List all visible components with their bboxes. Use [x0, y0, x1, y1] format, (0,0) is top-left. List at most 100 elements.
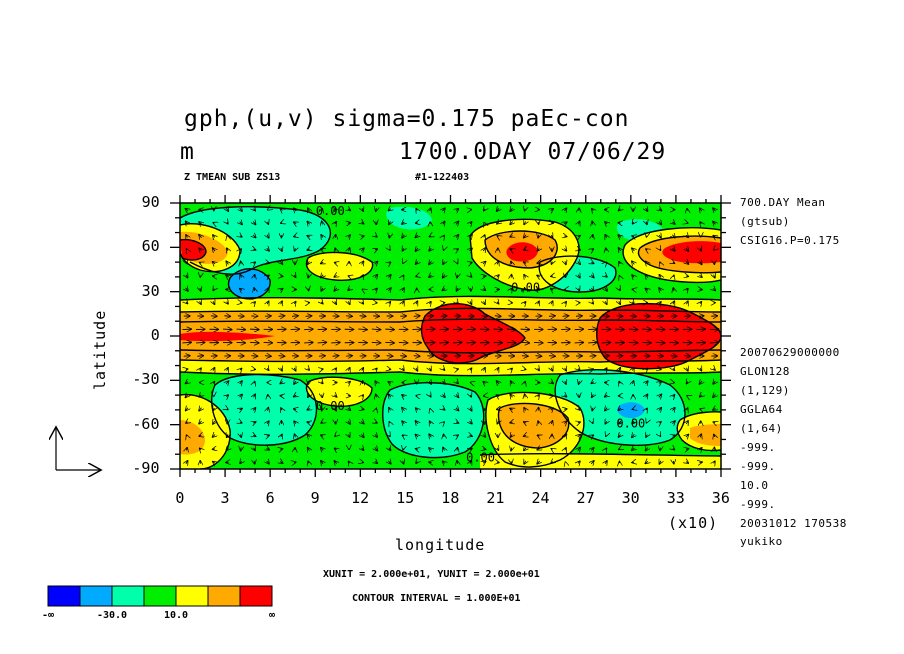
wind-vector — [713, 222, 715, 225]
wind-vector — [673, 448, 674, 449]
wind-vector — [267, 461, 269, 464]
wind-vector — [510, 222, 512, 225]
wind-vector — [510, 249, 512, 250]
wind-vector — [713, 394, 715, 397]
side-info-line: 10.0 — [740, 479, 769, 492]
wind-vector — [307, 236, 309, 237]
wind-vector — [592, 209, 594, 211]
wind-vector — [416, 368, 417, 371]
wind-vector — [267, 275, 269, 276]
wind-vector — [525, 394, 526, 397]
wind-vector — [632, 434, 634, 437]
wind-vector — [210, 316, 217, 317]
wind-vector — [510, 408, 512, 409]
wind-vector — [659, 461, 661, 464]
contour-value-labels: 0.00 0.00 0.00 0.00 0.00 — [316, 204, 645, 465]
wind-vector — [226, 381, 228, 384]
wind-vector — [389, 394, 391, 397]
contour-line — [180, 307, 721, 313]
wind-vector — [362, 275, 363, 277]
x-tick-label: 9 — [310, 489, 320, 507]
wind-vector — [307, 422, 309, 423]
wind-vector — [335, 368, 336, 370]
wind-vector — [227, 368, 228, 371]
colorbar-swatch — [239, 585, 273, 607]
wind-vector — [254, 262, 256, 263]
wind-vector — [470, 222, 472, 224]
wind-vector — [359, 316, 366, 317]
wind-vector — [322, 221, 323, 224]
wind-vector — [673, 288, 674, 291]
wind-vector — [200, 448, 201, 449]
wind-vector — [632, 248, 634, 250]
x-tick-label: 18 — [441, 489, 460, 507]
wind-vector — [524, 435, 527, 436]
wind-vector — [633, 381, 634, 384]
wind-vector — [686, 421, 688, 424]
wind-vector — [389, 408, 391, 411]
contour-line — [479, 453, 721, 457]
wind-vector — [227, 302, 228, 304]
wind-vector — [467, 356, 474, 357]
wind-vector — [646, 249, 647, 250]
wind-vector — [579, 289, 580, 291]
wind-vector — [200, 263, 201, 264]
wind-vector — [348, 368, 349, 371]
wind-vector — [376, 394, 377, 397]
contour-line — [180, 359, 721, 365]
wind-vector — [389, 435, 390, 436]
wind-vector — [389, 221, 391, 224]
wind-vector — [456, 249, 458, 250]
wind-vector — [308, 275, 309, 278]
wind-vector — [321, 235, 323, 238]
wind-vector — [484, 235, 485, 237]
wind-vector — [321, 275, 323, 278]
wind-vector — [525, 288, 526, 291]
wind-vector — [307, 408, 309, 409]
wind-vector — [443, 461, 445, 463]
wind-vector — [632, 368, 633, 371]
wind-vector — [278, 356, 284, 357]
wind-vector — [210, 356, 217, 357]
wind-vector — [561, 329, 570, 330]
wind-vector — [578, 408, 579, 409]
wind-vector — [361, 236, 363, 237]
wind-vector — [630, 316, 636, 317]
wind-vector — [497, 448, 498, 450]
wind-vector — [254, 302, 255, 304]
wind-vector — [186, 422, 187, 423]
wind-vector — [591, 461, 593, 464]
wind-vector — [524, 221, 526, 224]
wind-vector — [578, 369, 579, 370]
wind-vector — [388, 461, 390, 464]
wind-vector — [375, 275, 377, 278]
wind-vector — [497, 368, 498, 371]
wind-vector — [389, 235, 390, 238]
wind-vector — [713, 236, 715, 237]
wind-vector — [294, 302, 295, 304]
wind-vector — [362, 208, 363, 211]
wind-vector — [308, 262, 310, 265]
wind-vector — [551, 408, 553, 410]
wind-vector — [673, 395, 675, 397]
wind-vector — [696, 329, 705, 330]
wind-vector — [632, 448, 634, 450]
y-tick-label: -30 — [132, 370, 160, 389]
contour-fill-high — [180, 420, 205, 455]
wind-vector — [267, 263, 269, 264]
wind-vector — [200, 288, 201, 291]
wind-vector — [564, 395, 566, 397]
wind-vector — [346, 316, 352, 317]
wind-vector — [673, 408, 675, 411]
wind-vector — [290, 329, 300, 330]
wind-vector — [655, 342, 665, 343]
wind-vector — [294, 395, 296, 397]
x-tick-label: 33 — [666, 489, 685, 507]
wind-vector — [443, 275, 445, 278]
side-info-line: (1,64) — [740, 422, 783, 435]
wind-vector — [308, 368, 309, 370]
wind-vector — [254, 209, 256, 211]
wind-vector — [186, 235, 187, 238]
wind-vector — [551, 382, 553, 384]
wind-vector — [346, 356, 352, 357]
